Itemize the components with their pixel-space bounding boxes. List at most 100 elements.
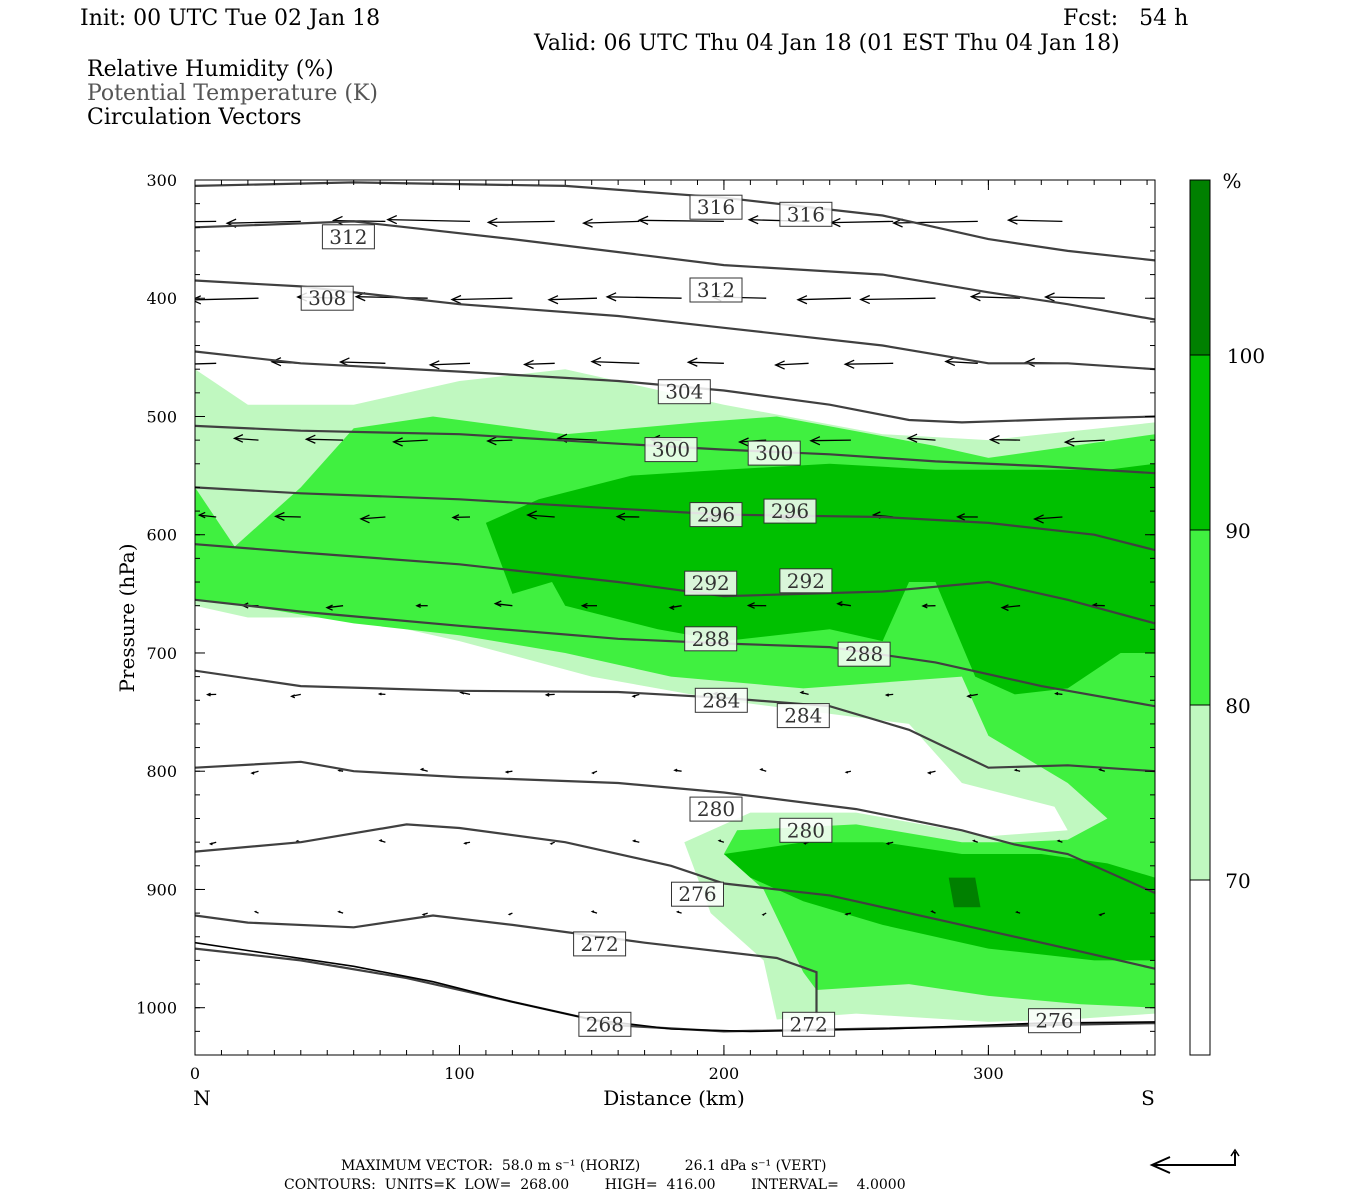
circulation-vector — [639, 219, 724, 223]
circulation-vector-head — [195, 295, 202, 305]
circulation-vector — [1002, 605, 1021, 609]
isentrope-label: 284 — [784, 704, 822, 728]
circulation-vector-head — [796, 295, 808, 305]
circulation-vector-head — [337, 910, 341, 913]
circulation-vector-head — [337, 769, 341, 772]
isentrope-label-box — [1028, 1008, 1081, 1034]
circulation-vector — [845, 362, 894, 365]
plot-frame — [194, 179, 1156, 1056]
colorbar-segment — [1190, 530, 1210, 705]
circulation-vector-head — [1098, 913, 1102, 917]
circulation-vector-head — [421, 913, 426, 916]
circulation-vector-head — [747, 215, 759, 225]
circulation-vector-head — [1006, 215, 1018, 225]
circulation-vector-head — [304, 434, 316, 444]
y-tick-label: 400 — [146, 289, 177, 308]
y-tick-label: 600 — [146, 526, 177, 545]
circulation-vector-head — [486, 436, 497, 446]
circulation-vector — [195, 220, 217, 223]
circulation-vector — [326, 605, 344, 609]
circulation-vector-head — [844, 770, 849, 774]
circulation-vector — [945, 360, 978, 364]
circulation-vector-head — [232, 434, 244, 443]
circulation-vector — [971, 296, 1021, 299]
south-end-label: S — [1141, 1086, 1155, 1110]
circulation-vector-head — [926, 771, 932, 775]
circulation-vector-head — [761, 913, 765, 916]
circulation-vector — [860, 297, 936, 301]
circulation-vector — [306, 438, 344, 441]
circulation-vector-head — [522, 359, 534, 370]
circulation-vector-head — [1013, 768, 1018, 772]
circulation-vector-head — [507, 913, 511, 916]
circulation-vector — [1008, 219, 1063, 223]
isentrope-label: 304 — [665, 380, 703, 404]
circulation-vector-head — [956, 513, 965, 521]
isentrope-label-box — [689, 194, 743, 220]
circulation-vector — [360, 516, 386, 520]
circulation-vector-head — [944, 356, 956, 367]
y-tick-label: 900 — [146, 880, 177, 899]
circulation-vector-head — [463, 841, 467, 845]
circulation-vector — [488, 220, 555, 224]
init-time: Init: 00 UTC Tue 02 Jan 18 — [80, 6, 381, 31]
circulation-vector-head — [1000, 604, 1009, 612]
isentrope-label: 280 — [697, 797, 735, 821]
circulation-vector-head — [673, 768, 678, 772]
isentrope-label: 300 — [652, 438, 690, 462]
circulation-vector-head — [386, 214, 398, 225]
circulation-vector-head — [605, 292, 617, 302]
circulation-vector-head — [885, 842, 890, 846]
circulation-vector-head — [172, 361, 181, 369]
isentrope-label-box — [779, 817, 833, 843]
circulation-vector-head — [759, 768, 763, 771]
circulation-vector — [1034, 516, 1063, 520]
rh-region-90 — [723, 842, 1155, 961]
circulation-vector — [1045, 296, 1105, 299]
circulation-vector-head — [253, 910, 257, 913]
isentrope-label: 292 — [692, 571, 730, 595]
circulation-vector-head — [906, 433, 918, 443]
circulation-vector-head — [331, 215, 343, 226]
circulation-vector — [524, 362, 555, 366]
circulation-vector-head — [504, 770, 509, 774]
colorbar-label-70: 70 — [1225, 869, 1250, 893]
isentrope-label: 308 — [308, 286, 346, 310]
isentrope-292 — [195, 543, 1155, 625]
circulation-vector — [548, 297, 598, 301]
isentrope-label: 280 — [787, 818, 825, 842]
circulation-vector-head — [884, 693, 890, 697]
circulation-vector-head — [325, 604, 333, 611]
isentrope-label-box — [644, 437, 698, 463]
circulation-vector-head — [637, 215, 649, 225]
y-tick-label: 800 — [146, 762, 177, 781]
circulation-vector-head — [631, 694, 636, 698]
colorbar-segment — [1190, 705, 1210, 880]
reference-vector-icon — [1149, 1148, 1240, 1174]
circulation-vector-head — [921, 603, 928, 609]
isentrope-label-box — [776, 703, 830, 729]
isentrope-label: 296 — [771, 499, 809, 523]
y-tick-label: 1000 — [136, 999, 177, 1018]
x-tick-label: 100 — [444, 1064, 475, 1083]
circulation-vector — [527, 514, 555, 518]
isentrope-label-box — [689, 502, 743, 528]
circulation-vector-head — [1033, 514, 1044, 524]
circulation-vector — [451, 297, 513, 301]
isentrope-label-box — [837, 641, 891, 667]
circulation-vector-head — [668, 605, 675, 611]
circulation-vector-head — [378, 839, 383, 842]
circulation-vector-head — [486, 217, 498, 228]
circulation-vector — [340, 361, 386, 364]
circulation-vector — [275, 515, 301, 518]
colorbar-unit: % — [1222, 169, 1241, 193]
circulation-vector-head — [843, 359, 855, 369]
circulation-vector — [387, 218, 471, 223]
circulation-vector-head — [1043, 292, 1055, 302]
circulation-vector-head — [799, 690, 804, 695]
isentrope-label: 276 — [1035, 1009, 1073, 1033]
field-rh-label: Relative Humidity (%) — [87, 57, 334, 82]
circulation-vector-head — [971, 839, 976, 842]
circulation-vector-head — [526, 510, 537, 520]
isentrope-label: 312 — [329, 225, 367, 249]
